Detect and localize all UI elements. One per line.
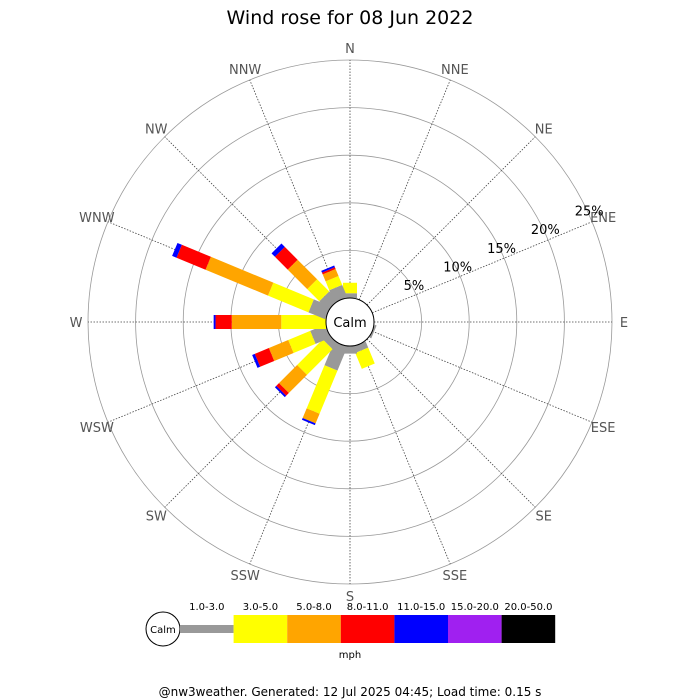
bar-segment-nw-8.0-11.0 bbox=[274, 246, 298, 270]
wind-rose-bars bbox=[172, 242, 377, 426]
bar-segment-ssw-11.0-15.0 bbox=[301, 418, 316, 426]
calm-center: Calm bbox=[325, 297, 375, 347]
legend-label-3.0-5.0: 3.0-5.0 bbox=[243, 602, 278, 613]
direction-label-e: E bbox=[620, 316, 628, 331]
bar-segment-wnw-11.0-15.0 bbox=[172, 242, 182, 258]
bar-segment-sw-11.0-15.0 bbox=[274, 385, 287, 398]
radial-tick-labels: 5% 10% 15% 20% 25% bbox=[404, 205, 604, 294]
bar-segment-w-3.0-5.0 bbox=[281, 315, 326, 329]
legend-calm-label: Calm bbox=[150, 625, 176, 636]
direction-label-ese: ESE bbox=[591, 421, 616, 436]
bar-segment-sw-5.0-8.0 bbox=[278, 364, 308, 394]
bar-segment-wsw-1.0-3.0 bbox=[310, 324, 331, 344]
direction-label-nw: NW bbox=[145, 122, 168, 137]
direction-label-se: SE bbox=[536, 510, 552, 525]
legend-label-5.0-8.0: 5.0-8.0 bbox=[296, 602, 331, 613]
speed-legend: Calm mph 1.0-3.0 3.0-5.0 5.0-8.0 8.0-11.0 11… bbox=[145, 602, 556, 661]
radial-tick-label-25: 25% bbox=[575, 205, 604, 220]
legend-unit-label: mph bbox=[339, 650, 361, 661]
grid-spoke-nne bbox=[358, 79, 451, 300]
radial-tick-label-5: 5% bbox=[404, 279, 425, 294]
radial-tick-label-20: 20% bbox=[531, 223, 560, 238]
direction-label-nnw: NNW bbox=[229, 63, 261, 78]
bar-segment-nw-11.0-15.0 bbox=[271, 243, 285, 257]
grid-ring-15 bbox=[182, 154, 518, 490]
direction-label-ssw: SSW bbox=[230, 569, 260, 584]
direction-label-wnw: WNW bbox=[79, 211, 115, 226]
legend-swatch-1.0-3.0 bbox=[180, 625, 234, 633]
bar-segment-ssw-5.0-8.0 bbox=[302, 408, 320, 424]
bar-segment-nw-5.0-8.0 bbox=[287, 259, 318, 290]
bar-segment-ssw-3.0-5.0 bbox=[306, 365, 338, 414]
chart-title: Wind rose for 08 Jun 2022 bbox=[227, 7, 474, 29]
direction-label-s: S bbox=[346, 590, 354, 605]
bar-segment-wnw-3.0-5.0 bbox=[267, 282, 314, 313]
legend-swatch-15.0-20.0 bbox=[448, 615, 502, 643]
bar-segment-wsw-5.0-8.0 bbox=[268, 340, 294, 361]
grid-spoke-sse bbox=[358, 344, 451, 565]
bar-segment-ese-1.0-3.0 bbox=[369, 324, 377, 339]
direction-label-sse: SSE bbox=[442, 569, 467, 584]
legend-label-11.0-15.0: 11.0-15.0 bbox=[397, 602, 445, 613]
legend-swatch-11.0-15.0 bbox=[394, 615, 448, 643]
bar-segment-ssw-1.0-3.0 bbox=[324, 341, 348, 371]
bar-segment-w-8.0-11.0 bbox=[215, 315, 232, 329]
direction-label-ne: NE bbox=[535, 122, 553, 137]
bar-segment-wsw-8.0-11.0 bbox=[254, 348, 275, 367]
calm-label: Calm bbox=[333, 316, 366, 331]
legend-label-8.0-11.0: 8.0-11.0 bbox=[347, 602, 389, 613]
grid-spoke-nnw bbox=[249, 79, 342, 300]
legend-swatch-5.0-8.0 bbox=[287, 615, 341, 643]
bar-segment-sse-3.0-5.0 bbox=[355, 347, 375, 369]
grid-spoke-ne bbox=[366, 136, 536, 306]
legend-swatch-8.0-11.0 bbox=[340, 615, 395, 643]
direction-label-n: N bbox=[345, 42, 355, 57]
direction-label-nne: NNE bbox=[441, 63, 469, 78]
bar-segment-nnw-8.0-11.0 bbox=[321, 267, 336, 275]
grid-spoke-se bbox=[366, 338, 536, 508]
bar-segment-nnw-1.0-3.0 bbox=[329, 284, 348, 303]
bar-segment-wsw-11.0-15.0 bbox=[252, 353, 261, 368]
legend-label-20.0-50.0: 20.0-50.0 bbox=[504, 602, 552, 613]
legend-swatch-3.0-5.0 bbox=[233, 615, 288, 643]
grid-spoke-ese bbox=[372, 330, 593, 423]
bar-segment-n-3.0-5.0 bbox=[343, 282, 357, 294]
bar-segment-w-11.0-15.0 bbox=[213, 315, 216, 329]
legend-label-1.0-3.0: 1.0-3.0 bbox=[189, 602, 224, 613]
bar-segment-w-5.0-8.0 bbox=[231, 315, 282, 329]
footer-text: @nw3weather. Generated: 12 Jul 2025 04:4… bbox=[159, 685, 542, 699]
radial-tick-label-15: 15% bbox=[487, 242, 516, 257]
direction-label-sw: SW bbox=[146, 510, 167, 525]
legend-label-15.0-20.0: 15.0-20.0 bbox=[451, 602, 499, 613]
bar-segment-wnw-5.0-8.0 bbox=[205, 256, 274, 296]
direction-label-w: W bbox=[70, 316, 83, 331]
calm-circle bbox=[325, 297, 375, 347]
direction-labels: N NNE NE ENE E ESE SE SSE S SSW SW WSW W WNW NW NNW bbox=[70, 42, 629, 605]
bar-segment-nnw-11.0-15.0 bbox=[321, 265, 335, 273]
bar-segment-sw-3.0-5.0 bbox=[297, 339, 333, 375]
direction-label-ene: ENE bbox=[590, 211, 616, 226]
bar-segment-nnw-3.0-5.0 bbox=[325, 276, 343, 291]
bar-segment-wnw-8.0-11.0 bbox=[176, 244, 211, 270]
bar-segment-sw-8.0-11.0 bbox=[276, 383, 289, 396]
bar-segment-nw-3.0-5.0 bbox=[307, 279, 330, 302]
radial-tick-label-10: 10% bbox=[443, 260, 472, 275]
bar-segment-nnw-5.0-8.0 bbox=[322, 269, 339, 282]
grid-spoke-ene bbox=[372, 221, 593, 314]
direction-label-wsw: WSW bbox=[80, 421, 114, 436]
bar-segment-wsw-3.0-5.0 bbox=[288, 330, 316, 353]
legend-swatch-20.0-50.0 bbox=[501, 615, 556, 643]
